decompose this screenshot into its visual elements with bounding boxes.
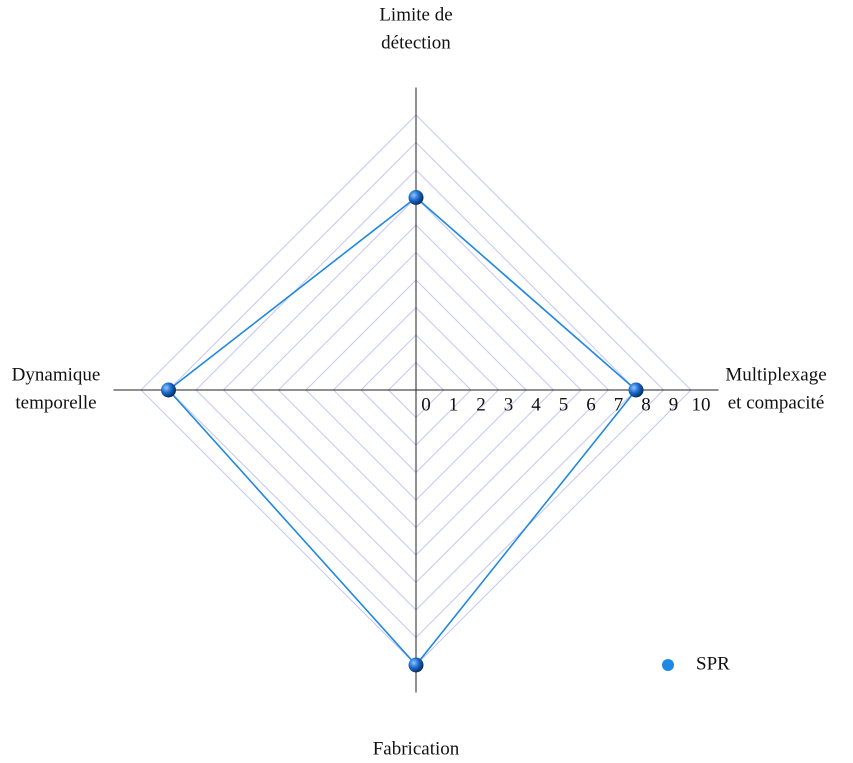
axis-label: Fabrication bbox=[373, 738, 460, 759]
legend-swatch bbox=[662, 659, 674, 671]
r-tick-label: 0 bbox=[421, 394, 431, 415]
axis-label: Dynamique bbox=[12, 364, 101, 385]
r-tick-label: 10 bbox=[692, 394, 711, 415]
axis-label: détection bbox=[381, 32, 451, 53]
r-tick-label: 7 bbox=[614, 394, 624, 415]
data-point bbox=[408, 657, 424, 673]
data-point bbox=[628, 382, 644, 398]
r-tick-label: 3 bbox=[504, 394, 514, 415]
r-tick-label: 4 bbox=[531, 394, 541, 415]
r-tick-label: 1 bbox=[449, 394, 459, 415]
r-tick-label: 2 bbox=[476, 394, 486, 415]
r-tick-label: 6 bbox=[586, 394, 596, 415]
axis-label: et compacité bbox=[728, 392, 825, 413]
r-tick-label: 9 bbox=[669, 394, 679, 415]
axis-label: Limite de bbox=[379, 4, 452, 25]
data-point bbox=[161, 382, 176, 398]
r-tick-label: 8 bbox=[641, 394, 651, 415]
data-point bbox=[408, 190, 424, 205]
axis-label: temporelle bbox=[15, 392, 96, 413]
axis-label: Multiplexage bbox=[725, 364, 826, 385]
legend-label: SPR bbox=[696, 653, 730, 674]
r-tick-label: 5 bbox=[559, 394, 569, 415]
